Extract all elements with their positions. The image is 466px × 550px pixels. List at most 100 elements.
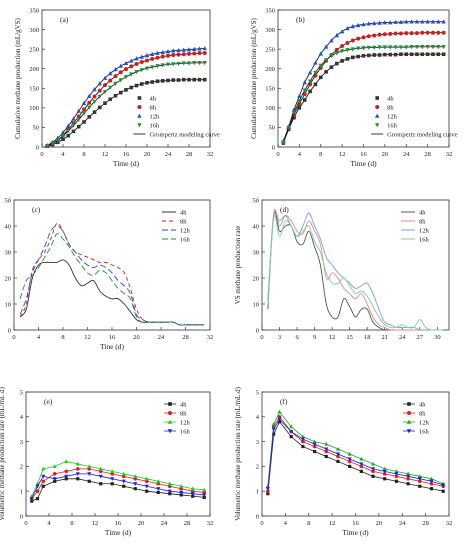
- data-point: [64, 477, 68, 481]
- data-point: [137, 123, 142, 128]
- x-tick-label: 9: [313, 334, 316, 341]
- y-tick-label: 4: [20, 414, 24, 421]
- data-point: [277, 420, 282, 424]
- data-point: [414, 31, 419, 36]
- data-point: [139, 54, 144, 59]
- data-point: [133, 482, 138, 486]
- legend: 4h 8h 12h 16h: [162, 209, 191, 243]
- data-point: [81, 100, 87, 105]
- data-point: [50, 141, 55, 146]
- data-point: [377, 20, 382, 25]
- y-tick-label: 40: [5, 223, 12, 230]
- data-point: [297, 106, 302, 110]
- data-point: [52, 472, 57, 476]
- data-point: [312, 444, 317, 449]
- y-tick-label: 250: [265, 46, 275, 53]
- x-tick-label: 24: [403, 151, 410, 158]
- data-point: [155, 64, 160, 69]
- series-8h: [266, 415, 445, 494]
- fit-curve: [282, 21, 444, 142]
- y-tick-label: 350: [29, 7, 39, 14]
- data-point: [98, 474, 103, 479]
- data-point: [318, 63, 323, 68]
- y-tick-label: 50: [33, 125, 40, 132]
- x-tick-label: 8: [319, 151, 322, 158]
- data-point: [76, 114, 81, 119]
- data-point: [335, 446, 340, 451]
- data-point: [307, 79, 313, 84]
- data-point: [171, 53, 176, 58]
- data-point: [192, 51, 197, 56]
- x-tick-label: 24: [399, 334, 406, 341]
- data-point: [393, 31, 398, 36]
- data-point: [156, 490, 160, 495]
- data-point: [134, 70, 139, 75]
- data-point: [202, 487, 207, 492]
- data-point: [301, 444, 305, 449]
- data-point: [429, 481, 434, 486]
- data-point: [168, 411, 172, 415]
- data-point: [345, 57, 350, 61]
- data-point: [76, 477, 80, 481]
- data-point: [272, 432, 276, 436]
- data-point: [29, 497, 34, 501]
- series-16h: [267, 215, 444, 331]
- data-point: [393, 19, 398, 24]
- data-point: [409, 19, 414, 24]
- data-point: [150, 65, 155, 70]
- data-point: [291, 110, 297, 115]
- y-tick-label: 10: [253, 301, 260, 308]
- data-point: [312, 442, 317, 447]
- data-point: [348, 464, 352, 468]
- data-point: [124, 88, 128, 92]
- data-point: [404, 45, 409, 50]
- data-point: [181, 61, 186, 66]
- legend-label: 8h: [419, 410, 426, 417]
- data-point: [302, 80, 307, 85]
- data-point: [371, 474, 375, 478]
- x-tick-label: 12: [339, 151, 346, 158]
- data-point: [382, 32, 387, 37]
- data-point: [41, 484, 45, 488]
- data-point: [406, 429, 412, 434]
- data-point: [45, 144, 50, 149]
- data-point: [429, 479, 434, 484]
- data-point: [302, 88, 307, 93]
- data-point: [345, 40, 350, 45]
- series-line: [267, 211, 444, 331]
- plot-frame: [277, 9, 450, 148]
- x-tick-label: 12: [92, 520, 99, 527]
- data-point: [335, 452, 340, 457]
- x-tick-label: 32: [446, 151, 453, 158]
- series-12h: [267, 210, 444, 331]
- data-point: [124, 67, 128, 72]
- data-point: [266, 492, 270, 496]
- data-point: [324, 447, 329, 452]
- data-point: [134, 62, 139, 67]
- x-tick-label: 28: [424, 151, 431, 158]
- data-point: [355, 46, 361, 51]
- data-point: [179, 484, 184, 488]
- data-point: [361, 46, 366, 51]
- data-point: [418, 484, 422, 488]
- data-point: [61, 137, 65, 141]
- data-point: [414, 19, 420, 24]
- y-tick-label: 150: [265, 86, 275, 93]
- data-point: [393, 45, 398, 50]
- series-8h: [267, 209, 444, 331]
- data-point: [329, 38, 334, 43]
- series-line: [267, 210, 444, 331]
- y-tick-label: 2: [256, 464, 259, 471]
- data-point: [30, 499, 34, 503]
- x-tick-label: 24: [158, 334, 165, 341]
- data-point: [406, 419, 412, 424]
- data-point: [144, 66, 150, 71]
- x-tick-label: 28: [182, 334, 189, 341]
- legend-label: 12h: [180, 227, 191, 234]
- data-point: [108, 97, 113, 102]
- data-point: [187, 51, 191, 56]
- series-16h: [281, 44, 446, 145]
- data-point: [137, 105, 142, 109]
